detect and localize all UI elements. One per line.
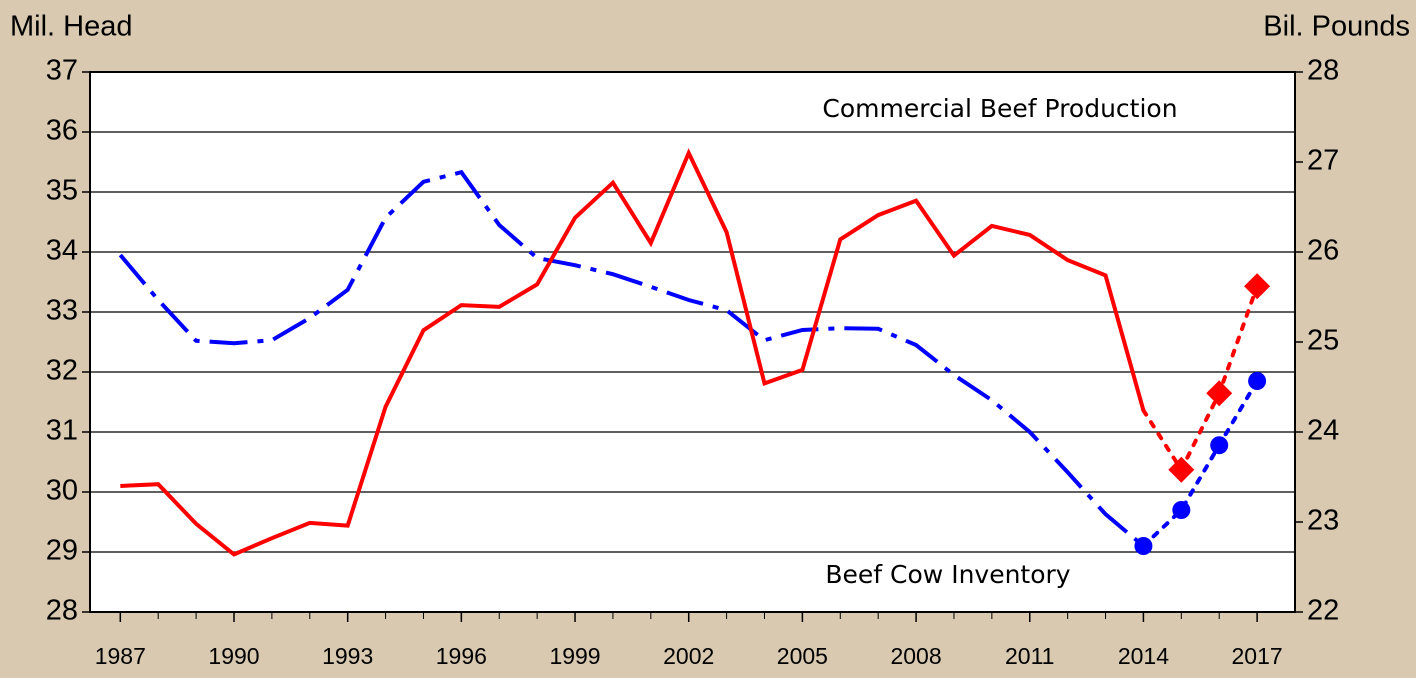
y2-tick-label: 25 xyxy=(1307,325,1339,357)
point xyxy=(1168,456,1195,483)
x-tick-label: 1990 xyxy=(208,643,259,669)
plot-border xyxy=(89,71,1296,613)
y-axis-label: Mil. Head xyxy=(10,11,133,43)
y2-tick-label: 24 xyxy=(1307,415,1339,447)
y2-tick-label: 22 xyxy=(1307,595,1339,627)
x-tick-label: 2011 xyxy=(1005,643,1054,669)
x-tick-label: 2017 xyxy=(1232,643,1283,669)
y-tick-label: 35 xyxy=(46,175,78,207)
x-tick-label: 2014 xyxy=(1118,643,1169,669)
y-tick-label: 31 xyxy=(46,415,78,447)
annotation: Commercial Beef Production xyxy=(822,94,1177,123)
projection-line xyxy=(1141,284,1260,474)
y-tick-label: 28 xyxy=(46,595,78,627)
x-tick-label: 1993 xyxy=(322,643,373,669)
y-tick-label: 34 xyxy=(46,235,78,267)
y-tick-label: 36 xyxy=(46,115,78,147)
y-tick-label: 33 xyxy=(46,295,78,327)
series-line xyxy=(118,169,1145,548)
series-line xyxy=(120,148,1146,557)
y-tick-label: 29 xyxy=(46,535,78,567)
y2-axis-label: Bil. Pounds xyxy=(1263,11,1410,43)
x-tick-label: 1987 xyxy=(95,643,146,669)
y-tick-label: 30 xyxy=(46,475,78,507)
point xyxy=(1244,273,1271,300)
point xyxy=(1206,380,1233,407)
point xyxy=(1210,436,1229,455)
annotation: Beef Cow Inventory xyxy=(825,560,1070,589)
y2-tick-label: 27 xyxy=(1307,145,1339,177)
y2-tick-label: 23 xyxy=(1307,505,1339,537)
x-tick-label: 1996 xyxy=(436,643,487,669)
point xyxy=(1134,537,1153,555)
point xyxy=(1248,372,1267,390)
projection-line xyxy=(1141,379,1260,548)
y-tick-label: 37 xyxy=(46,55,78,87)
x-tick-label: 2002 xyxy=(663,643,714,669)
x-tick-label: 1999 xyxy=(549,643,600,669)
x-tick-label: 2005 xyxy=(777,643,828,669)
plot-area xyxy=(90,72,1295,612)
point xyxy=(1172,501,1191,519)
x-tick-label: 2008 xyxy=(890,643,941,669)
y-tick-label: 32 xyxy=(46,355,78,387)
y2-tick-label: 26 xyxy=(1307,235,1339,267)
y2-tick-label: 28 xyxy=(1307,55,1339,87)
